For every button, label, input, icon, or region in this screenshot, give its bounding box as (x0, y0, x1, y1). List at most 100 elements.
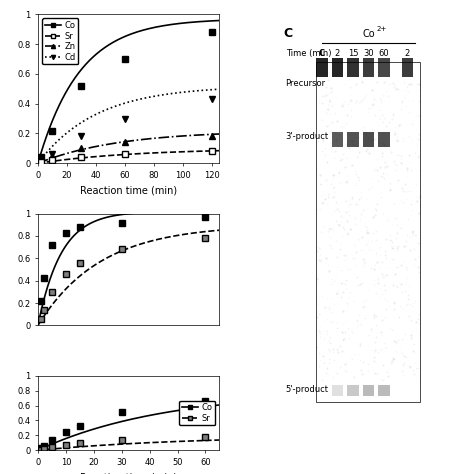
Point (347, 226, 355, 233)
Point (405, 108, 413, 116)
Point (371, 357, 378, 365)
Point (376, 346, 383, 354)
Point (325, 370, 332, 378)
Point (391, 128, 399, 136)
Point (353, 97, 360, 104)
Point (315, 350, 323, 357)
Point (347, 277, 355, 285)
Point (316, 125, 323, 133)
Point (340, 97, 348, 105)
Point (415, 310, 423, 318)
Point (400, 353, 407, 360)
Point (392, 81, 399, 89)
Point (338, 280, 346, 287)
Point (318, 147, 325, 155)
Point (324, 338, 332, 346)
Point (348, 193, 356, 201)
Point (342, 119, 349, 127)
Point (364, 226, 371, 234)
Point (335, 220, 342, 228)
Point (373, 375, 381, 383)
Point (315, 310, 323, 318)
Point (360, 221, 368, 229)
Point (392, 235, 400, 242)
Point (362, 131, 369, 138)
Point (337, 245, 344, 253)
Point (354, 235, 362, 242)
Point (351, 214, 358, 222)
Point (342, 251, 350, 258)
Point (339, 100, 347, 108)
Point (321, 195, 328, 202)
Point (399, 361, 407, 369)
Point (354, 154, 361, 161)
Point (370, 353, 378, 361)
Point (394, 177, 402, 184)
Point (381, 163, 388, 171)
Point (317, 251, 324, 258)
Point (375, 169, 383, 176)
Point (360, 322, 367, 330)
Point (410, 299, 418, 307)
Point (394, 86, 402, 93)
Point (409, 96, 417, 104)
Point (385, 80, 393, 87)
Point (416, 97, 423, 105)
Point (339, 288, 346, 296)
Point (386, 325, 394, 332)
Point (403, 267, 410, 274)
Point (320, 92, 328, 100)
Point (361, 256, 369, 264)
Point (357, 193, 365, 201)
Point (339, 308, 347, 315)
Point (328, 294, 336, 302)
Point (313, 313, 320, 320)
Text: 2: 2 (335, 49, 340, 58)
Point (339, 223, 347, 230)
Point (410, 359, 418, 366)
Point (329, 100, 337, 107)
Point (352, 200, 360, 208)
Point (348, 356, 356, 363)
Point (415, 331, 423, 339)
Point (361, 249, 368, 256)
Point (360, 123, 367, 131)
Point (365, 306, 373, 314)
Point (322, 303, 329, 311)
Point (352, 243, 359, 250)
Point (384, 217, 392, 224)
Point (372, 312, 380, 320)
Point (391, 355, 398, 363)
Point (375, 244, 383, 251)
Point (362, 195, 370, 203)
Point (313, 343, 321, 351)
Text: 5'-product: 5'-product (285, 385, 328, 394)
Point (391, 123, 399, 131)
Point (340, 122, 348, 129)
Point (371, 265, 378, 273)
Point (365, 360, 372, 368)
Legend: Co, Sr, Zn, Cd: Co, Sr, Zn, Cd (42, 18, 78, 64)
Point (360, 206, 367, 213)
Point (402, 280, 410, 288)
Point (317, 228, 325, 236)
Point (396, 302, 404, 310)
Point (322, 369, 330, 377)
Point (398, 345, 405, 353)
Point (348, 328, 356, 335)
Point (380, 139, 387, 146)
Point (356, 351, 363, 358)
Point (356, 311, 363, 319)
Point (336, 342, 344, 350)
Point (388, 238, 396, 246)
Point (373, 134, 380, 142)
Point (409, 347, 417, 355)
Point (328, 210, 335, 218)
Point (347, 112, 355, 120)
Point (365, 149, 373, 157)
Point (396, 108, 404, 116)
Point (394, 263, 401, 271)
Point (372, 204, 379, 212)
Point (324, 193, 332, 201)
Point (402, 353, 410, 361)
